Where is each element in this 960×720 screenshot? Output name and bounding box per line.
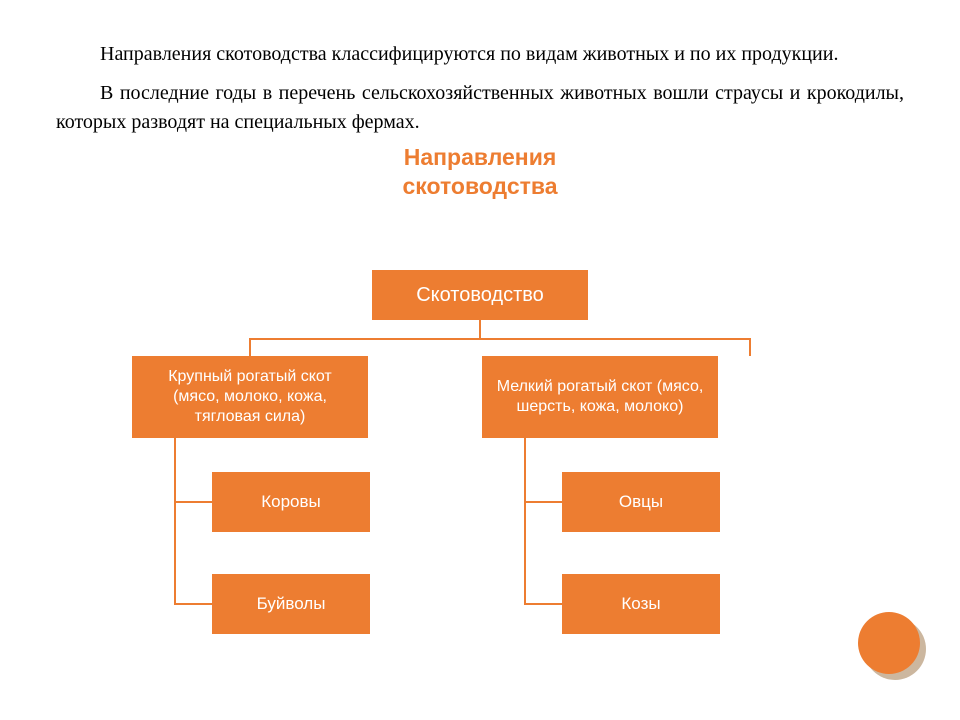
decor-circle (858, 612, 920, 674)
tree-level2-node-1: Мелкий рогатый скот (мясо, шерсть, кожа,… (482, 356, 718, 438)
paragraph-1: Направления скотоводства классифицируютс… (56, 40, 904, 69)
diagram-title: Направления скотоводства (56, 143, 904, 201)
diagram-title-line1: Направления (404, 144, 557, 170)
tree-connector-krs-tee2 (174, 603, 212, 605)
tree-level3-node-3: Козы (562, 574, 720, 634)
tree-connector-drop-right (749, 338, 751, 356)
tree-level3-node-0: Коровы (212, 472, 370, 532)
tree-connector-krs-tee1 (174, 501, 212, 503)
tree-connector-mrs-stem (524, 438, 526, 604)
tree-connector-mrs-tee2 (524, 603, 562, 605)
tree-connector-drop-left (249, 338, 251, 356)
tree-level3-node-1: Буйволы (212, 574, 370, 634)
tree-connector-horiz-top (249, 338, 751, 340)
paragraph-2: В последние годы в перечень сельскохозяй… (56, 79, 904, 137)
tree-root-node: Скотоводство (372, 270, 588, 320)
tree-diagram: СкотоводствоКрупный рогатый скот (мясо, … (0, 260, 960, 680)
tree-level2-node-0: Крупный рогатый скот (мясо, молоко, кожа… (132, 356, 368, 438)
tree-level3-node-2: Овцы (562, 472, 720, 532)
tree-connector-root-down (479, 320, 481, 338)
tree-connector-mrs-tee1 (524, 501, 562, 503)
diagram-title-line2: скотоводства (402, 173, 557, 199)
tree-connector-krs-stem (174, 438, 176, 604)
